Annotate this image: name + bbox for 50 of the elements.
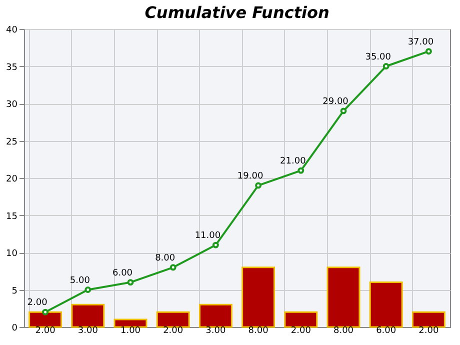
data-label: 8.00 — [333, 326, 354, 336]
data-label: 2.00 — [27, 298, 48, 308]
data-label: 8.00 — [248, 326, 269, 336]
point — [340, 108, 347, 114]
bar — [156, 311, 190, 328]
point — [212, 242, 219, 248]
data-label: 35.00 — [365, 52, 392, 62]
y-tick-label: 10 — [6, 249, 18, 259]
y-tick-label: 30 — [6, 100, 18, 110]
bar — [114, 318, 148, 328]
y-tick-label: 40 — [6, 26, 18, 36]
data-label: 21.00 — [280, 156, 306, 167]
data-label: 2.00 — [418, 326, 439, 336]
point — [84, 286, 92, 293]
data-label: 3.00 — [78, 326, 98, 336]
data-label: 6.00 — [376, 326, 396, 336]
bar — [326, 266, 360, 328]
point — [42, 308, 49, 316]
data-label: 2.00 — [163, 326, 184, 336]
chart-title: Cumulative Function — [144, 3, 330, 22]
y-tick-label: 35 — [6, 62, 18, 73]
point — [382, 63, 390, 70]
data-label: 1.00 — [120, 326, 141, 336]
point — [127, 279, 134, 286]
data-label: 37.00 — [408, 37, 434, 48]
y-tick-label: 20 — [6, 174, 18, 184]
data-label: 8.00 — [155, 253, 176, 264]
bar — [284, 311, 318, 328]
data-label: 2.00 — [290, 326, 312, 336]
data-label: 3.00 — [206, 326, 226, 336]
y-tick-label: 15 — [6, 212, 18, 222]
data-label: 6.00 — [112, 268, 133, 278]
bar — [198, 304, 232, 328]
y-tick-label: 5 — [12, 286, 18, 296]
data-label: 29.00 — [322, 96, 349, 107]
data-label: 19.00 — [237, 171, 264, 182]
point — [170, 264, 176, 271]
bar — [369, 282, 403, 328]
data-label: 5.00 — [70, 276, 90, 286]
bar — [412, 311, 446, 328]
point — [298, 167, 304, 174]
bar — [28, 311, 62, 328]
y-tick-label: 25 — [6, 137, 18, 148]
data-label: 2.00 — [35, 326, 56, 336]
point — [425, 48, 432, 55]
y-tick-label: 0 — [12, 324, 18, 334]
bar — [71, 304, 105, 328]
point — [255, 182, 262, 189]
data-label: 11.00 — [194, 231, 221, 242]
bar — [242, 266, 276, 328]
